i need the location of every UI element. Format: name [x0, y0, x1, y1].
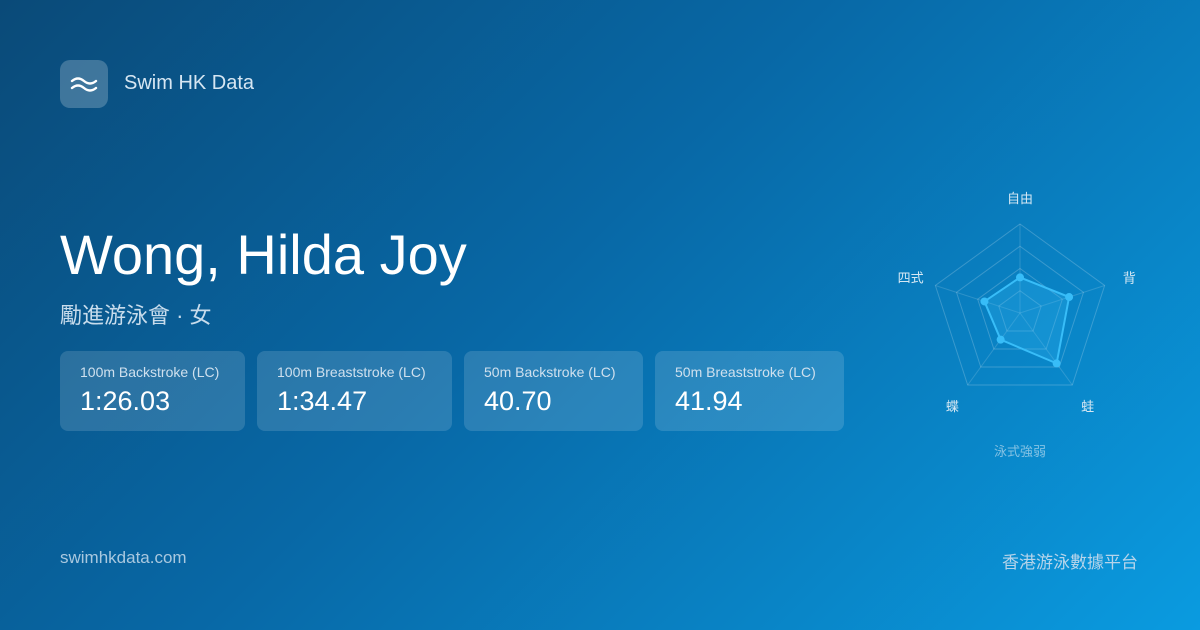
axis-label: 四式 [898, 271, 924, 286]
event-time: 40.70 [484, 386, 552, 416]
chart-caption: 泳式強弱 [994, 445, 1046, 460]
event-label: 50m Backstroke (LC) [484, 364, 616, 380]
axis-label: 蛙 [1081, 400, 1094, 415]
time-card: 50m Breaststroke (LC) 41.94 [655, 351, 844, 431]
time-card: 100m Breaststroke (LC) 1:34.47 [257, 351, 452, 431]
grid-ring [934, 223, 1106, 386]
event-time: 41.94 [675, 386, 743, 416]
site-url[interactable]: swimhkdata.com [60, 548, 187, 567]
event-time: 1:34.47 [277, 386, 368, 416]
waves-icon [70, 77, 98, 92]
data-point [1016, 273, 1024, 282]
swimmer-name: Wong, Hilda Joy [60, 223, 467, 286]
logo [60, 60, 108, 108]
time-card: 50m Backstroke (LC) 40.70 [464, 351, 643, 431]
event-label: 100m Breaststroke (LC) [277, 364, 426, 380]
event-time: 1:26.03 [80, 386, 171, 416]
data-point [1065, 293, 1074, 302]
brand-name: Swim HK Data [124, 72, 255, 94]
event-label: 50m Breaststroke (LC) [675, 364, 816, 380]
data-point [1052, 359, 1061, 368]
data-area [983, 276, 1071, 365]
grid-spoke [935, 285, 1021, 314]
time-card: 100m Backstroke (LC) 1:26.03 [60, 351, 245, 431]
grid-ring [955, 245, 1085, 368]
axis-label: 自由 [1007, 192, 1033, 207]
tagline: 香港游泳數據平台 [1002, 553, 1138, 572]
event-label: 100m Backstroke (LC) [80, 364, 220, 380]
grid-ring [977, 267, 1063, 350]
best-times: 100m Backstroke (LC) 1:26.03 100m Breasts… [60, 351, 844, 431]
grid-ring [998, 290, 1042, 332]
grid-spoke [1019, 312, 1073, 386]
data-point [980, 297, 989, 306]
grid-spoke [967, 312, 1021, 386]
swimmer-subtitle: 勵進游泳會 · 女 [60, 303, 212, 328]
data-point [996, 335, 1005, 344]
grid-spoke [1019, 285, 1105, 314]
axis-label: 蝶 [946, 400, 959, 415]
axis-label: 背 [1123, 271, 1136, 286]
